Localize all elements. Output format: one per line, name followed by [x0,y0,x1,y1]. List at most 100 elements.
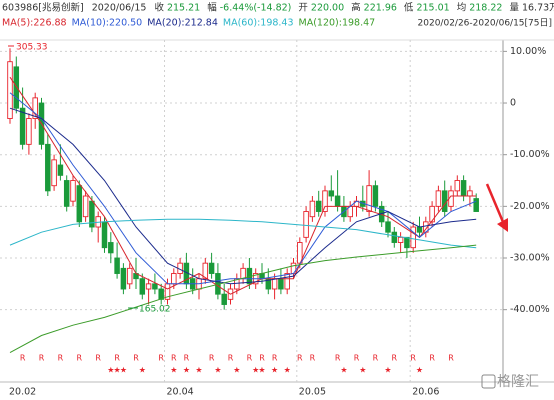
candle-body [70,180,76,202]
star-marker: ★ [271,366,278,375]
star-marker: ★ [183,366,190,375]
r-marker: R [392,354,398,363]
header-text: 量 [509,3,519,14]
r-marker: R [228,354,234,363]
star-marker: ★ [214,366,221,375]
star-marker: ★ [258,366,265,375]
r-marker: R [373,354,379,363]
r-marker: R [114,354,120,363]
ma-line [9,92,477,285]
r-marker: R [429,354,435,363]
candle-body [435,190,442,207]
r-marker: R [77,354,83,363]
candle-body [278,278,284,290]
candle-body [152,283,158,290]
candle-body [309,200,316,218]
y-tick-label: 10.00% [510,46,546,57]
trend-arrow-head [497,218,508,232]
header-text: 16.73万 [522,3,554,14]
star-marker: ★ [340,366,347,375]
r-marker: R [448,354,454,363]
candle-body [240,267,246,280]
header-text: 218.22 [469,3,502,14]
candle-body [460,180,467,197]
y-tick-label: -30.00% [510,253,550,264]
header-text: 2020/06/15 [92,3,147,14]
y-tick-label: 0 [510,98,516,109]
star-marker: ★ [384,366,391,375]
r-marker: R [133,354,139,363]
header-text: MA(60):198.43 [223,18,294,29]
candle-body [108,242,114,254]
header-text: 215.01 [416,3,449,14]
candle-body [171,273,177,285]
star-marker: ★ [195,366,202,375]
star-marker: ★ [359,366,366,375]
r-marker: R [20,354,26,363]
r-marker: R [39,354,45,363]
candle-body [429,205,435,223]
x-tick-label: 20.06 [412,387,439,398]
r-marker: R [410,354,416,363]
header-text: 幅 [207,2,217,14]
candle-body [19,107,26,145]
candle-body [441,190,448,212]
header-text: 高 [351,2,361,14]
candle-body [82,195,89,218]
candle-body [208,262,215,274]
candle-body [13,66,20,109]
star-marker: ★ [120,366,127,375]
candle-body [139,278,146,295]
r-marker: R [158,354,164,363]
ma-line [9,218,477,249]
annotation: 305.33 [16,43,48,53]
candle-body [120,267,127,290]
r-marker: R [58,354,64,363]
x-tick-label: 20.04 [167,387,194,398]
star-marker: ★ [416,366,423,375]
candle-body [76,185,83,223]
r-marker: R [297,354,303,363]
candle-body [221,293,227,305]
header-text: 开 [298,3,308,14]
candle-body [101,221,108,249]
candle-body [7,61,13,119]
candle-body [32,97,38,119]
candle-body [271,278,278,290]
candle-body [454,180,461,192]
header-text: 215.21 [167,3,200,14]
candle-body [397,236,404,243]
r-marker: R [95,354,101,363]
r-marker: R [272,354,278,363]
candle-body [473,198,479,212]
candle-body [315,200,322,212]
candle-body [334,195,341,207]
candle-body [303,211,309,238]
star-marker: ★ [233,366,240,375]
r-marker: R [259,354,265,363]
star-marker: ★ [170,366,177,375]
x-tick-label: 20.05 [299,387,326,398]
header-text: 220.00 [311,3,344,14]
star-marker: ★ [114,366,121,375]
star-marker: ★ [139,366,146,375]
r-marker: R [247,354,253,363]
candle-body [391,231,398,243]
r-marker: R [209,354,215,363]
r-marker: R [354,354,360,363]
y-tick-label: -40.00% [510,304,550,315]
r-marker: R [310,354,316,363]
candle-body [145,283,152,290]
y-tick-label: -20.00% [510,201,550,212]
annotation: 165.02 [139,305,171,315]
candle-body [57,164,64,176]
ma-line [9,244,477,354]
trend-arrow [485,183,505,223]
header: 603986[兆易创新] 2020/06/15 收 215.21 幅 -6.44%(-14… [2,2,554,29]
x-tick-label: 20.02 [9,387,36,398]
header-text: 603986[兆易创新] [2,2,84,14]
candle-body [89,200,95,228]
r-marker: R [184,354,190,363]
